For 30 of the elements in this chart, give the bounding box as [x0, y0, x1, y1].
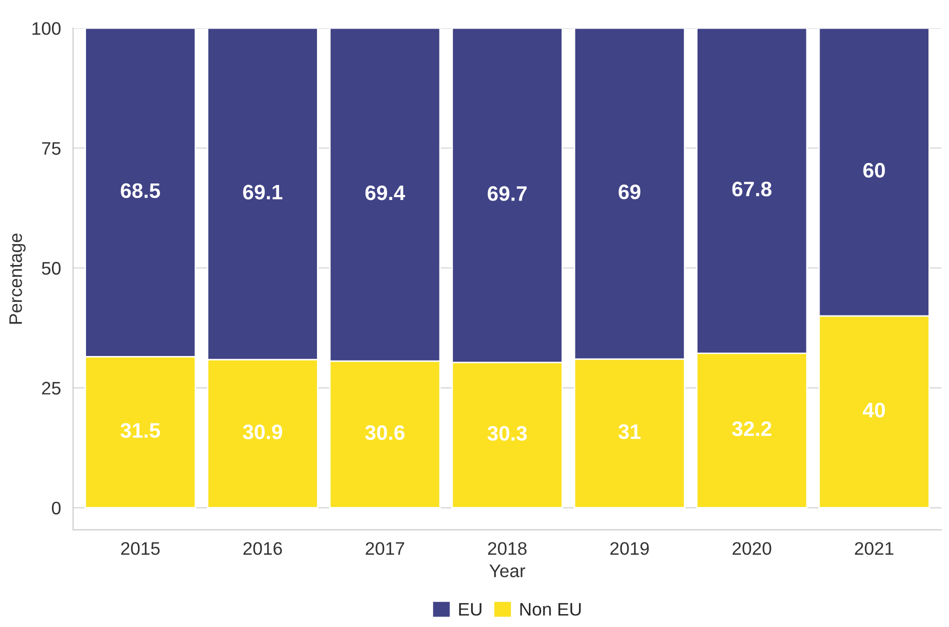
data-label: 31	[618, 424, 641, 440]
data-label: 40	[862, 402, 885, 418]
y-tick-label: 25	[42, 382, 61, 395]
data-label: 69	[618, 184, 640, 200]
data-label: 30.6	[365, 425, 404, 440]
x-tick-label: 2019	[610, 542, 649, 555]
data-label: 68.5	[120, 183, 160, 198]
x-tick-label: 2020	[732, 542, 772, 555]
y-axis-title: Percentage	[9, 234, 26, 324]
y-tick-label: 75	[42, 142, 61, 155]
data-label: 67.8	[732, 182, 772, 196]
data-label: 60	[863, 162, 885, 178]
x-tick-label: 2017	[366, 542, 404, 555]
legend-label: Non EU	[520, 603, 581, 616]
data-label: 69.7	[488, 186, 527, 201]
y-tick-label: 50	[42, 262, 61, 275]
data-label: 30.9	[242, 424, 282, 440]
data-label: 30.3	[487, 426, 527, 441]
data-label: 31.5	[120, 423, 160, 438]
x-tick-label: 2016	[243, 542, 282, 555]
y-tick-label: 100	[32, 22, 61, 35]
y-tick-label: 0	[52, 502, 61, 514]
data-label: 69.4	[365, 185, 406, 200]
legend-label: EU	[459, 603, 482, 616]
x-tick-label: 2015	[121, 542, 160, 555]
x-tick-label: 2021	[854, 542, 894, 555]
x-axis-title: Year	[489, 564, 526, 578]
data-label: 32.2	[732, 421, 772, 436]
x-tick-label: 2018	[488, 542, 527, 555]
data-label: 69.1	[243, 184, 282, 200]
